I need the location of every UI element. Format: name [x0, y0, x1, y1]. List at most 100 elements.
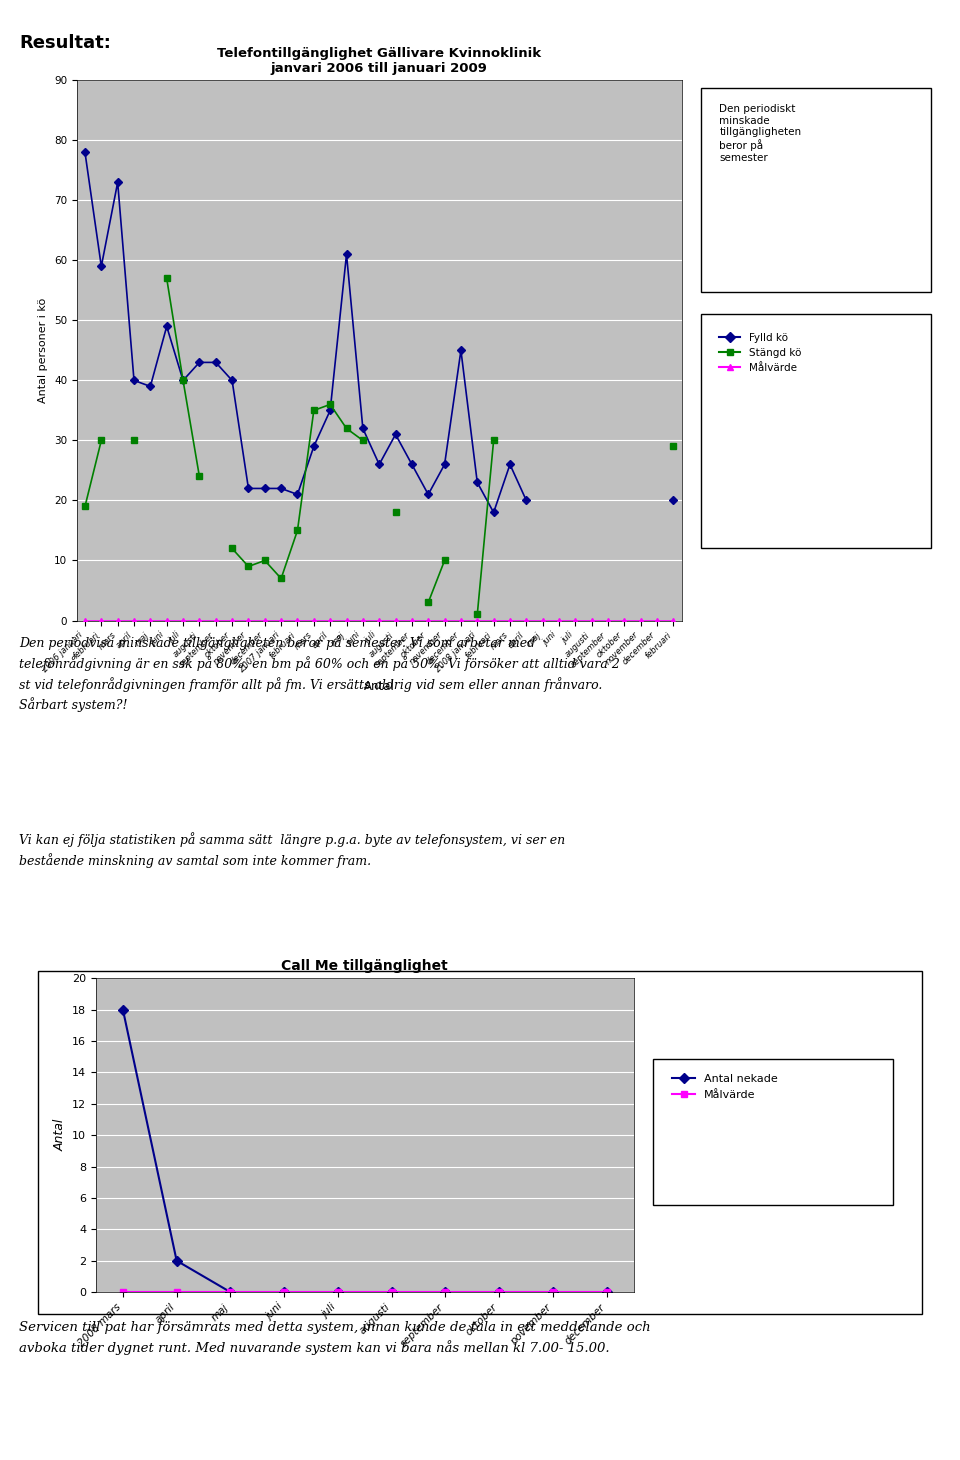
Fylld kö — [227, 372, 238, 390]
Stängd kö — [129, 432, 140, 450]
Målvärde — [308, 612, 320, 629]
Målvärde — [386, 1283, 397, 1301]
Målvärde — [569, 612, 581, 629]
Målvärde — [112, 612, 124, 629]
Legend: Antal nekade, Målvärde: Antal nekade, Målvärde — [668, 1070, 781, 1104]
Målvärde — [390, 612, 401, 629]
Fylld kö — [471, 473, 483, 491]
Målvärde — [618, 612, 630, 629]
Målvärde — [406, 612, 418, 629]
Text: Servicen till pat har försämrats med detta system, innan kunde de tala in ett me: Servicen till pat har försämrats med det… — [19, 1321, 651, 1355]
Målvärde — [488, 612, 499, 629]
Fylld kö — [324, 402, 336, 419]
Fylld kö — [96, 257, 108, 274]
Title: Telefontillgänglighet Gällivare Kvinnoklinik
janvari 2006 till januari 2009: Telefontillgänglighet Gällivare Kvinnokl… — [217, 47, 541, 74]
Antal nekade — [225, 1283, 236, 1301]
FancyBboxPatch shape — [38, 971, 922, 1314]
Stängd kö — [341, 419, 352, 437]
Line: Stängd kö: Stängd kö — [83, 276, 676, 618]
Fylld kö — [145, 378, 156, 396]
Fylld kö — [439, 456, 450, 473]
Stängd kö — [80, 498, 91, 515]
Stängd kö — [96, 432, 108, 450]
Stängd kö — [178, 372, 189, 390]
Stängd kö — [357, 432, 369, 450]
Fylld kö — [667, 492, 679, 510]
Stängd kö — [161, 270, 173, 288]
Antal nekade — [440, 1283, 451, 1301]
Målvärde — [493, 1283, 505, 1301]
Fylld kö — [520, 492, 532, 510]
Antal nekade — [278, 1283, 290, 1301]
Antal nekade — [386, 1283, 397, 1301]
Målvärde — [601, 1283, 612, 1301]
Stängd kö — [227, 540, 238, 558]
Fylld kö — [259, 480, 271, 498]
Stängd kö — [276, 569, 287, 587]
Fylld kö — [504, 456, 516, 473]
Fylld kö — [422, 486, 434, 504]
Fylld kö — [357, 419, 369, 437]
Stängd kö — [471, 606, 483, 623]
Text: Den periodvisa minskade tillgängligheten beror på semester. Vi som arbetar med
t: Den periodvisa minskade tillgängligheten… — [19, 635, 620, 712]
Målvärde — [586, 612, 597, 629]
Stängd kö — [194, 467, 205, 485]
Målvärde — [292, 612, 303, 629]
Målvärde — [341, 612, 352, 629]
Målvärde — [194, 612, 205, 629]
Fylld kö — [455, 342, 467, 359]
Målvärde — [440, 1283, 451, 1301]
Målvärde — [439, 612, 450, 629]
Stängd kö — [308, 402, 320, 419]
Målvärde — [225, 1283, 236, 1301]
Målvärde — [145, 612, 156, 629]
Antal nekade — [547, 1283, 559, 1301]
FancyBboxPatch shape — [653, 1058, 893, 1204]
Målvärde — [547, 1283, 559, 1301]
Målvärde — [553, 612, 564, 629]
Målvärde — [504, 612, 516, 629]
FancyBboxPatch shape — [701, 314, 931, 548]
Målvärde — [332, 1283, 344, 1301]
Fylld kö — [194, 353, 205, 371]
Stängd kö — [390, 504, 401, 521]
Fylld kö — [80, 143, 91, 161]
Målvärde — [537, 612, 548, 629]
Målvärde — [324, 612, 336, 629]
Line: Fylld kö: Fylld kö — [83, 149, 676, 515]
Målvärde — [259, 612, 271, 629]
Stängd kö — [292, 521, 303, 539]
Text: Den periodiskt
minskade
tillgängligheten
beror på
semester: Den periodiskt minskade tillgängligheten… — [719, 104, 802, 162]
Text: Resultat:: Resultat: — [19, 34, 111, 51]
Stängd kö — [324, 396, 336, 413]
Målvärde — [667, 612, 679, 629]
Fylld kö — [129, 372, 140, 390]
Y-axis label: Antal personer i kö: Antal personer i kö — [38, 298, 48, 403]
Fylld kö — [341, 245, 352, 263]
Fylld kö — [243, 480, 254, 498]
Antal nekade — [117, 1002, 129, 1019]
Målvärde — [80, 612, 91, 629]
Målvärde — [178, 612, 189, 629]
Line: Antal nekade: Antal nekade — [119, 1006, 611, 1295]
Fylld kö — [373, 456, 385, 473]
Målvärde — [455, 612, 467, 629]
Målvärde — [171, 1283, 182, 1301]
Målvärde — [373, 612, 385, 629]
Antal nekade — [493, 1283, 505, 1301]
Fylld kö — [112, 174, 124, 191]
Fylld kö — [161, 318, 173, 336]
Legend: Fylld kö, Stängd kö, Målvärde: Fylld kö, Stängd kö, Målvärde — [715, 328, 805, 377]
Fylld kö — [276, 480, 287, 498]
Målvärde — [161, 612, 173, 629]
Fylld kö — [406, 456, 418, 473]
Målvärde — [210, 612, 222, 629]
Målvärde — [520, 612, 532, 629]
Målvärde — [635, 612, 646, 629]
Målvärde — [129, 612, 140, 629]
X-axis label: Antal: Antal — [364, 680, 395, 692]
Title: Call Me tillgänglighet: Call Me tillgänglighet — [281, 959, 448, 972]
Antal nekade — [332, 1283, 344, 1301]
Målvärde — [602, 612, 613, 629]
Målvärde — [357, 612, 369, 629]
